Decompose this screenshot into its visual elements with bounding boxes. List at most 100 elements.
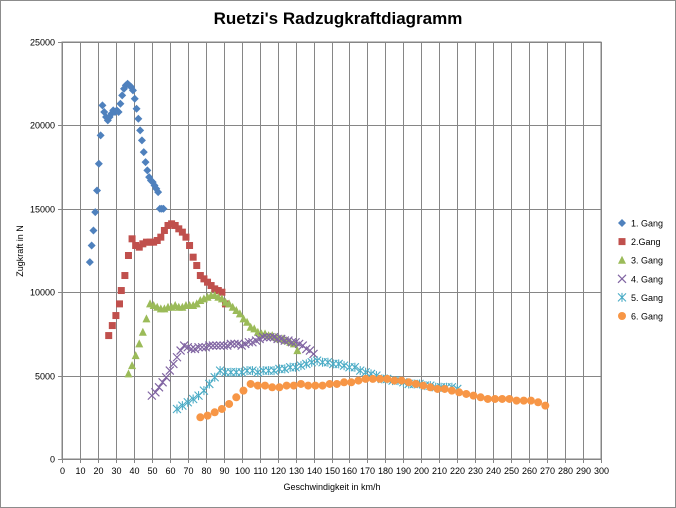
data-point xyxy=(132,104,141,113)
data-point xyxy=(312,356,322,366)
series-1 xyxy=(85,79,168,267)
x-tick-label: 150 xyxy=(325,466,340,476)
data-point xyxy=(89,226,98,235)
x-tick-label: 230 xyxy=(468,466,483,476)
data-point xyxy=(311,381,320,390)
legend-marker xyxy=(618,219,626,227)
data-point xyxy=(200,275,208,283)
data-point xyxy=(124,252,132,260)
data-point xyxy=(239,314,248,323)
data-point xyxy=(139,240,147,248)
x-tick-label: 0 xyxy=(60,466,65,476)
data-point xyxy=(219,341,229,351)
data-point xyxy=(376,374,385,383)
data-point xyxy=(146,238,154,246)
data-point xyxy=(91,208,100,217)
data-point xyxy=(172,404,182,414)
data-point xyxy=(98,101,107,110)
data-point xyxy=(132,241,140,249)
data-point xyxy=(261,381,270,390)
plot-area xyxy=(61,41,602,460)
x-tick-label: 100 xyxy=(235,466,250,476)
data-point xyxy=(96,131,105,140)
y-tick-label: 0 xyxy=(50,455,55,465)
data-point xyxy=(142,314,151,323)
data-point xyxy=(142,238,150,246)
data-point xyxy=(217,404,226,413)
data-point xyxy=(296,379,305,388)
data-point xyxy=(232,393,241,402)
data-point xyxy=(130,94,139,103)
x-tick-label: 50 xyxy=(147,466,157,476)
data-point xyxy=(134,114,143,123)
axis-layer: 0 10 20 30 40 50 60 70 80 90 100 110 120 130 140 150 160… xyxy=(30,38,609,477)
data-point xyxy=(175,225,183,233)
x-tick-label: 260 xyxy=(522,466,537,476)
data-point xyxy=(137,136,146,145)
data-point xyxy=(368,374,377,383)
data-point xyxy=(214,287,222,295)
data-point xyxy=(168,220,176,228)
data-point xyxy=(189,253,197,261)
data-point xyxy=(383,374,392,383)
data-point xyxy=(121,272,129,280)
data-point xyxy=(426,383,435,392)
data-point xyxy=(186,344,196,354)
data-point xyxy=(296,361,306,371)
data-point xyxy=(168,359,178,369)
data-point xyxy=(172,352,182,362)
data-point xyxy=(390,376,399,385)
y-tick-label: 10000 xyxy=(30,288,55,298)
data-point xyxy=(154,382,164,392)
data-point xyxy=(225,299,234,308)
x-tick-label: 40 xyxy=(129,466,139,476)
x-tick-label: 300 xyxy=(594,466,609,476)
data-point xyxy=(208,341,218,351)
x-tick-label: 30 xyxy=(111,466,121,476)
data-point xyxy=(325,379,334,388)
data-point xyxy=(244,337,254,347)
x-tick-label: 120 xyxy=(271,466,286,476)
data-point xyxy=(287,337,297,347)
chart-title: Ruetzi's Radzugkraftdiagramm xyxy=(213,9,463,28)
data-point xyxy=(197,342,207,352)
x-tick-label: 200 xyxy=(414,466,429,476)
legend: 1. Gang 2.Gang 3. Gang 4. Gang 5. Gang 6. Gan… xyxy=(617,219,663,322)
data-point xyxy=(304,381,313,390)
data-point xyxy=(273,334,283,344)
data-point xyxy=(318,381,327,390)
y-axis-title: Zugkraft in N xyxy=(15,225,25,277)
data-point xyxy=(469,391,478,400)
data-point xyxy=(159,204,168,213)
x-tick-label: 90 xyxy=(219,466,229,476)
data-point xyxy=(153,236,161,244)
data-point xyxy=(269,366,279,376)
data-point xyxy=(87,241,96,250)
data-point xyxy=(210,408,219,417)
data-point xyxy=(215,366,225,376)
y-tick-label: 15000 xyxy=(30,205,55,215)
series-layer xyxy=(85,79,550,422)
y-tick-label: 20000 xyxy=(30,121,55,131)
data-point xyxy=(199,386,209,396)
x-tick-label: 80 xyxy=(201,466,211,476)
data-point xyxy=(512,396,521,405)
data-point xyxy=(203,411,212,420)
data-point xyxy=(196,413,205,422)
data-point xyxy=(433,384,442,393)
legend-marker xyxy=(618,238,626,246)
data-point xyxy=(280,364,290,374)
legend-marker xyxy=(617,292,627,302)
data-point xyxy=(275,383,284,392)
data-point xyxy=(139,148,148,157)
data-point xyxy=(339,361,349,371)
data-point xyxy=(237,367,247,377)
data-point xyxy=(108,322,116,330)
legend-item: 3. Gang xyxy=(618,255,663,266)
data-point xyxy=(215,341,225,351)
legend-item: 2.Gang xyxy=(618,237,661,247)
data-point xyxy=(135,339,144,348)
data-point xyxy=(350,362,360,372)
